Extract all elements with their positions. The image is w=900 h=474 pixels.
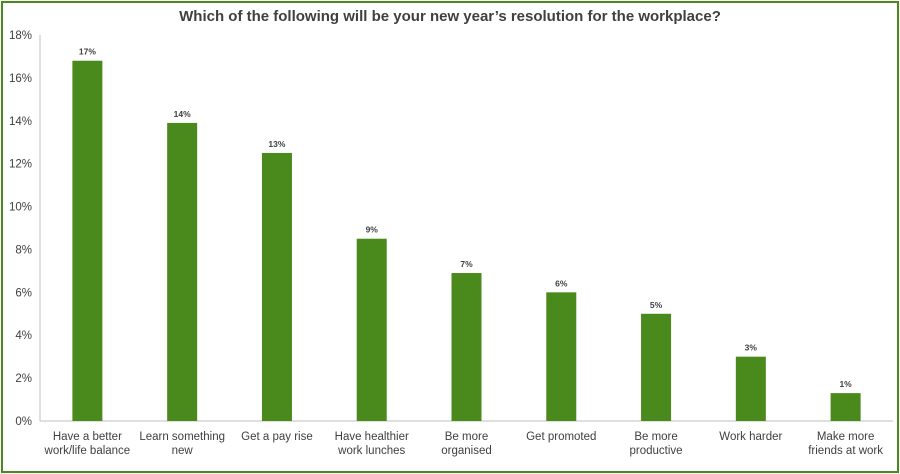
data-label: 13% xyxy=(268,139,285,149)
data-label: 9% xyxy=(366,225,379,235)
y-tick-label: 8% xyxy=(15,244,32,256)
x-category-label: Get a pay rise xyxy=(241,431,313,443)
bar xyxy=(735,356,766,421)
bar xyxy=(261,152,292,421)
bar xyxy=(641,313,672,421)
bar xyxy=(546,292,577,421)
y-tick-label: 14% xyxy=(9,116,32,128)
bar xyxy=(451,273,482,421)
y-tick-label: 18% xyxy=(9,30,32,42)
bar xyxy=(356,238,387,421)
data-label: 7% xyxy=(460,259,473,269)
data-label: 14% xyxy=(174,109,191,119)
bar xyxy=(72,60,103,421)
x-category-label: Be more organised xyxy=(441,431,492,457)
x-category-label: Be more productive xyxy=(630,431,683,457)
y-tick-label: 4% xyxy=(15,330,32,342)
x-category-label: Work harder xyxy=(719,431,782,443)
data-label: 3% xyxy=(745,343,758,353)
x-category-label: Have a better work/life balance xyxy=(44,431,131,457)
data-label: 1% xyxy=(839,379,852,389)
x-category-label: Learn something new xyxy=(139,431,225,457)
y-tick-label: 16% xyxy=(9,73,32,85)
y-tick-label: 2% xyxy=(15,373,32,385)
data-label: 5% xyxy=(650,300,663,310)
bar xyxy=(830,393,861,421)
y-tick-label: 10% xyxy=(9,202,32,214)
chart-title: Which of the following will be your new … xyxy=(179,8,721,25)
bar xyxy=(167,122,198,421)
data-label: 6% xyxy=(555,278,568,288)
x-category-label: Get promoted xyxy=(526,431,596,443)
x-category-label: Have healthier work lunches xyxy=(335,431,409,457)
y-tick-label: 6% xyxy=(15,287,32,299)
y-tick-label: 0% xyxy=(15,416,32,428)
y-tick-label: 12% xyxy=(9,159,32,171)
x-category-label: Make more friends at work xyxy=(808,431,883,457)
data-label: 17% xyxy=(79,47,96,57)
